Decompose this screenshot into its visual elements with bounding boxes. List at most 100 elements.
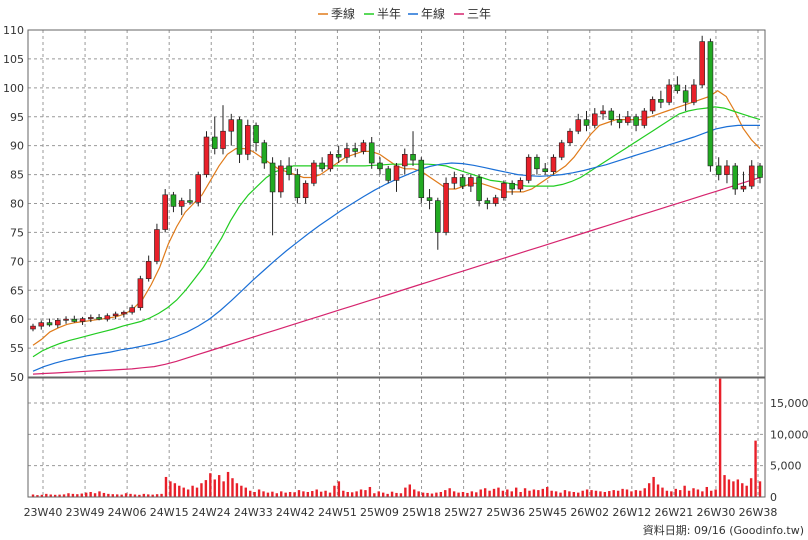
volume-bar (647, 483, 651, 497)
volume-bar (670, 491, 673, 497)
volume-bar (727, 479, 731, 497)
volume-bar (49, 494, 52, 497)
volume-bar (749, 478, 753, 497)
candle (154, 223, 160, 265)
volume-bar (377, 491, 380, 497)
volume-bar (186, 489, 190, 497)
legend-label-three-year: 三年 (467, 7, 491, 21)
candle-body (286, 165, 292, 175)
candle (261, 139, 268, 169)
price-tick-label: 80 (10, 198, 24, 211)
candle-body (104, 315, 111, 320)
volume-bar (625, 489, 629, 497)
candle-body (509, 182, 515, 190)
candle-body (658, 99, 664, 103)
volume-bar (191, 485, 194, 497)
volume-bar (701, 491, 704, 497)
x-tick-label: 24W42 (276, 506, 315, 519)
volume-bar (421, 492, 425, 497)
candle-body (418, 159, 425, 199)
volume-bar (448, 488, 451, 497)
volume-bar (554, 491, 558, 497)
candle-body (591, 113, 598, 126)
volume-bar (102, 492, 106, 497)
candle (121, 310, 127, 318)
price-tick-label: 55 (10, 342, 24, 355)
volume-bar (444, 490, 447, 497)
candle-body (443, 182, 449, 233)
candle (368, 136, 375, 169)
candle-body (377, 162, 383, 170)
candle-body (88, 317, 94, 319)
volume-bar (541, 488, 544, 497)
candle (211, 116, 218, 155)
candle-body (699, 41, 705, 86)
volume-bar (342, 490, 345, 497)
candle-body (360, 142, 367, 152)
volume-bar (758, 481, 762, 497)
x-tick-label: 26W02 (570, 506, 609, 519)
volume-bar (382, 492, 385, 497)
volume-bar (173, 483, 177, 497)
candle (96, 313, 102, 321)
candle (71, 315, 78, 323)
volume-bar (643, 488, 646, 497)
candle-body (162, 194, 168, 230)
candle (104, 313, 111, 322)
volume-bar (399, 493, 403, 497)
volume-bar (284, 492, 287, 497)
volume-bar (426, 492, 429, 497)
volume-bar (107, 493, 110, 497)
legend-label-quarter: 季線 (331, 6, 355, 21)
candle-body (137, 278, 144, 308)
candle-body (220, 130, 226, 149)
volume-bar (62, 494, 66, 497)
volume-bar (253, 491, 256, 497)
volume-bar (621, 488, 624, 497)
volume-bar (324, 490, 327, 497)
volume-bar (280, 491, 283, 497)
candle (558, 139, 565, 161)
x-tick-label: 24W06 (108, 506, 147, 519)
candle (625, 110, 631, 126)
volume-bar (53, 494, 57, 497)
candle-body (385, 168, 392, 181)
x-tick-label: 25W36 (486, 506, 525, 519)
volume-bar (599, 491, 602, 497)
candle (269, 157, 276, 236)
volume-bar (235, 483, 239, 497)
volume-bar (98, 491, 101, 497)
candle (740, 171, 747, 192)
candle (170, 191, 177, 213)
volume-bar (386, 493, 389, 497)
volume-bar (665, 490, 669, 497)
candle-body (748, 165, 755, 187)
candle (319, 157, 325, 172)
candle (724, 160, 730, 184)
candle (699, 35, 705, 88)
candle-body (38, 322, 45, 327)
candle-body (245, 125, 251, 155)
candle-body (187, 200, 193, 203)
volume-bar (58, 494, 61, 497)
volume-bar (133, 494, 137, 497)
candle-body (459, 177, 466, 187)
volume-bar (608, 491, 611, 497)
volume-frame (27, 377, 766, 498)
candle (294, 168, 301, 204)
volume-bar (249, 490, 252, 497)
volume-bar (470, 491, 474, 497)
candle-body (608, 110, 615, 120)
volume-bar (45, 493, 48, 497)
candle-body (121, 311, 127, 315)
volume-bar (293, 492, 296, 497)
volume-bar (390, 491, 394, 497)
candle-body (534, 156, 540, 170)
volume-bar (736, 479, 740, 497)
candle (88, 314, 94, 323)
price-frame (27, 29, 766, 378)
candle-body (278, 165, 284, 193)
volume-bar (395, 492, 398, 497)
candle-body (435, 200, 441, 233)
candle-body (616, 119, 623, 123)
